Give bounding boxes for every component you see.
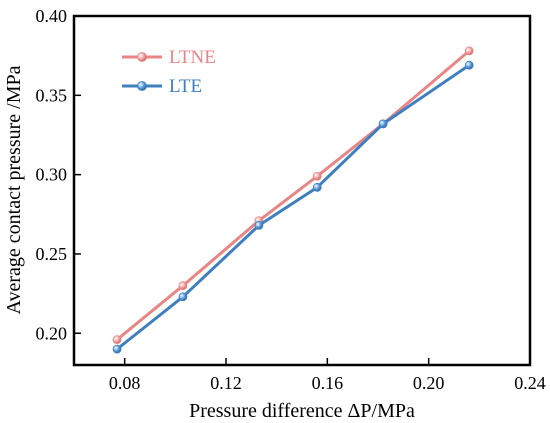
y-tick-label: 0.25 <box>36 244 68 264</box>
legend-label-lte: LTE <box>169 76 202 97</box>
data-point-lte <box>178 292 188 302</box>
data-point-lte <box>112 344 122 354</box>
x-tick-label: 0.08 <box>109 373 141 393</box>
y-axis-title: Average contact pressure /MPa <box>3 65 25 314</box>
data-point-lte <box>312 182 322 192</box>
data-point-lte <box>254 220 264 230</box>
series-layer <box>112 46 474 354</box>
data-point-ltne <box>178 281 188 291</box>
legend-label-ltne: LTNE <box>169 47 216 68</box>
x-tick-label: 0.24 <box>514 373 546 393</box>
series-line-lte <box>116 63 471 351</box>
legend: LTNE LTE <box>122 47 216 97</box>
y-tick-label: 0.40 <box>36 6 68 26</box>
data-point-ltne <box>112 335 122 345</box>
x-tick-label: 0.20 <box>413 373 445 393</box>
data-point-ltne <box>312 171 322 181</box>
plot-frame <box>72 14 532 367</box>
x-tick-label: 0.16 <box>312 373 344 393</box>
series-line-ltne <box>116 49 471 341</box>
data-point-lte <box>378 119 388 129</box>
y-tick-label: 0.20 <box>36 323 68 343</box>
data-point-ltne <box>464 46 474 56</box>
x-tick-label: 0.12 <box>210 373 242 393</box>
x-axis-ticks: 0.08 0.12 0.16 0.20 0.24 <box>109 358 546 393</box>
y-tick-label: 0.35 <box>36 85 68 105</box>
legend-marker-ltne <box>137 52 147 62</box>
legend-marker-lte <box>137 81 147 91</box>
data-point-lte <box>464 60 474 70</box>
x-axis-title: Pressure difference ΔP/MPa <box>189 400 415 422</box>
y-axis-ticks: 0.20 0.25 0.30 0.35 0.40 <box>36 6 81 343</box>
y-tick-label: 0.30 <box>36 165 68 185</box>
